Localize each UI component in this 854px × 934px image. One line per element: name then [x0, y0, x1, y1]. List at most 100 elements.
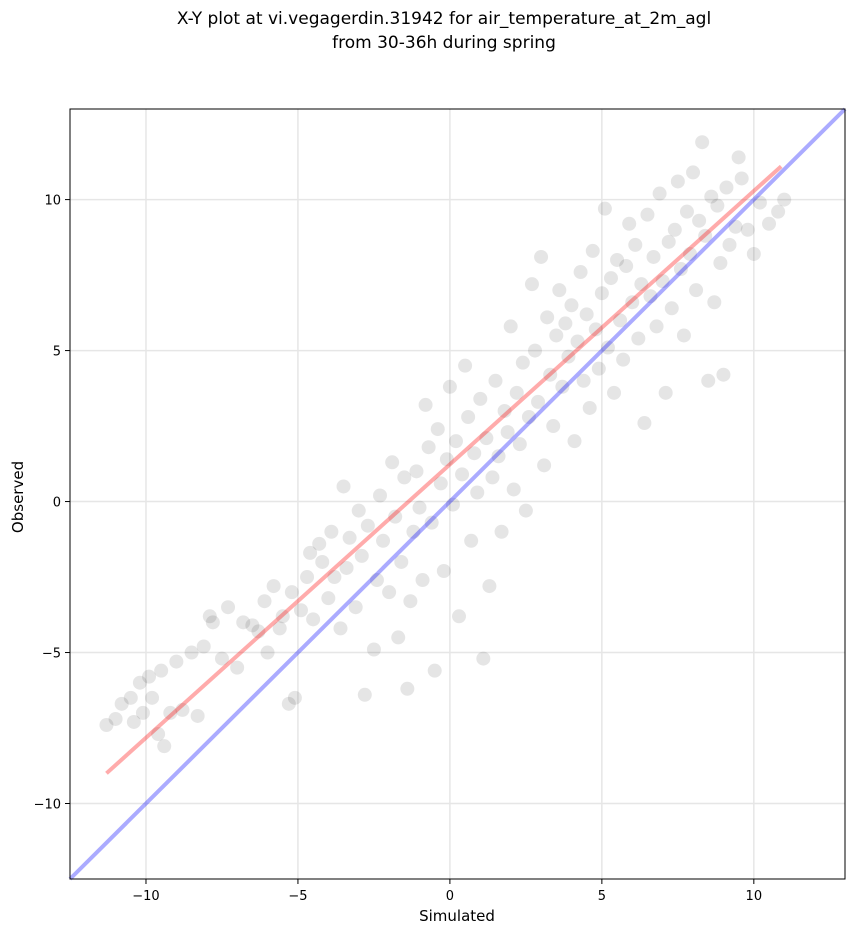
y-tick-label: 0 [53, 496, 61, 511]
scatter-point [333, 621, 348, 636]
scatter-point [746, 246, 761, 261]
scatter-point [555, 379, 570, 394]
y-tick-label: −5 [42, 647, 61, 662]
scatter-point [524, 277, 539, 292]
scatter-point [281, 696, 296, 711]
scatter-point [482, 579, 497, 594]
x-tick-label: −10 [132, 889, 159, 904]
scatter-point [518, 503, 533, 518]
scatter-point [458, 358, 473, 373]
scatter-point [397, 470, 412, 485]
scatter-point [683, 246, 697, 261]
scatter-point [415, 573, 430, 588]
scatter-point [452, 609, 467, 624]
scatter-point [561, 349, 576, 364]
scatter-point [610, 252, 625, 267]
x-axis-label: Simulated [419, 907, 495, 925]
scatter-point [531, 394, 546, 409]
scatter-point [664, 301, 679, 316]
scatter-point [670, 174, 685, 189]
scatter-point [521, 410, 536, 424]
scatter-point [303, 545, 318, 560]
scatter-point [576, 373, 591, 388]
scatter-point [157, 739, 172, 754]
scatter-point [719, 180, 734, 195]
scatter-point [324, 524, 339, 539]
scatter-point [348, 600, 363, 615]
scatter-point [339, 560, 354, 575]
scatter-point [549, 328, 564, 343]
scatter-point [315, 554, 330, 569]
scatter-point [284, 585, 299, 600]
scatter-point [293, 603, 308, 618]
scatter-point [376, 533, 391, 548]
scatter-point [236, 615, 251, 630]
scatter-point [442, 379, 457, 394]
scatter-point [424, 515, 439, 530]
scatter-point [692, 213, 707, 228]
scatter-point [175, 702, 190, 717]
scatter-point [470, 485, 485, 500]
scatter-point [494, 524, 509, 539]
scatter-point [184, 645, 199, 660]
scatter-point [679, 204, 694, 219]
scatter-point [275, 609, 290, 624]
scatter-point [497, 403, 512, 418]
scatter-point [698, 228, 713, 243]
scatter-point [394, 554, 409, 569]
scatter-point [351, 503, 366, 518]
scatter-point [461, 410, 476, 424]
scatter-point [205, 615, 220, 630]
y-tick-label: 5 [53, 345, 61, 360]
scatter-point [640, 207, 655, 222]
scatter-point [327, 570, 342, 585]
scatter-point [360, 518, 375, 533]
scatter-point [546, 419, 561, 434]
reference-lines [68, 107, 847, 881]
scatter-point [588, 322, 603, 337]
scatter-point [564, 298, 579, 313]
scatter-point [534, 249, 549, 264]
scatter-point [728, 219, 743, 234]
scatter-point [607, 385, 622, 400]
scatter-point [287, 690, 302, 705]
x-axis-ticks: −10 −5 0 5 10 [132, 879, 762, 904]
scatter-point [485, 470, 500, 485]
scatter-point [99, 718, 114, 732]
scatter-point [707, 295, 722, 310]
scatter-point [467, 446, 482, 461]
scatter-point [257, 594, 272, 609]
scatter-point [573, 265, 588, 280]
scatter-point [464, 533, 479, 548]
scatter-point [600, 340, 615, 355]
scatter-point [704, 189, 719, 204]
scatter-point [634, 277, 649, 292]
plot-frame [69, 108, 846, 880]
scatter-point [439, 452, 454, 467]
scatter-point [528, 343, 542, 358]
scatter-point [436, 564, 451, 578]
scatter-point [591, 361, 606, 376]
scatter-point [445, 497, 460, 512]
identity-line [68, 107, 847, 881]
scatter-point [731, 150, 746, 165]
scatter-point [643, 289, 658, 304]
scatter-point [628, 237, 643, 252]
scatter-point [108, 711, 123, 726]
scatter-point [509, 385, 524, 400]
y-axis-label: Observed [9, 461, 27, 533]
x-tick-label: 5 [598, 889, 606, 904]
scatter-point [649, 319, 664, 334]
chart-subtitle: from 30-36h during spring [332, 33, 556, 53]
scatter-point [421, 440, 436, 455]
scatter-point [777, 192, 792, 207]
scatter-point [151, 727, 166, 742]
regression-line [105, 164, 783, 775]
scatter-point [570, 334, 585, 349]
scatter-point [230, 660, 245, 675]
scatter-point [676, 328, 691, 343]
scatter-point [655, 274, 670, 289]
scatter-point [123, 690, 138, 705]
scatter-point [169, 654, 184, 669]
scatter-point [312, 536, 327, 551]
